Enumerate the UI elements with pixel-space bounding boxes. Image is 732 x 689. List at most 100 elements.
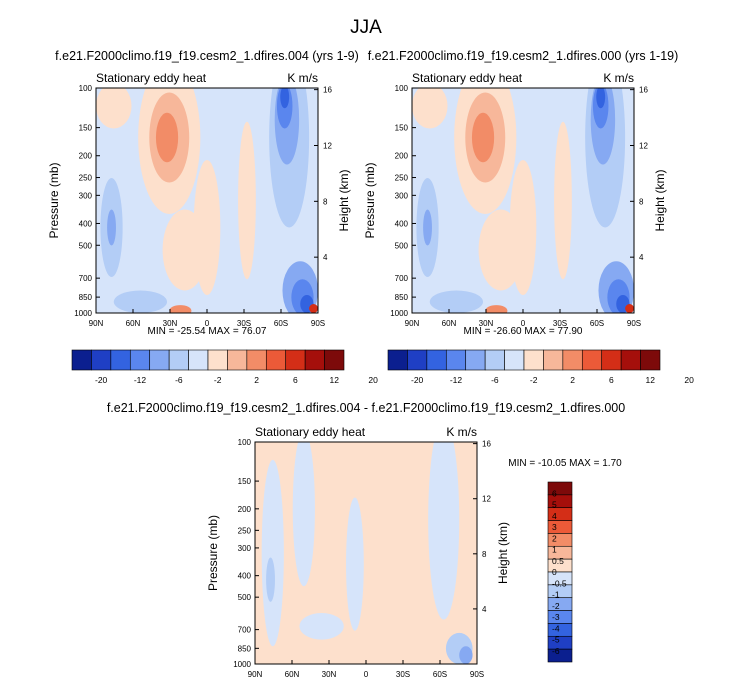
cold-region xyxy=(266,557,275,602)
colorbar-box xyxy=(601,349,622,371)
y2-tick-label: 8 xyxy=(639,197,644,206)
y-tick-label: 100 xyxy=(395,84,409,93)
cold-core xyxy=(280,88,290,109)
y-tick-label: 400 xyxy=(238,572,252,581)
x-tick-label: 90N xyxy=(89,319,104,328)
x-tick-label: 0 xyxy=(364,670,369,679)
x-tick-label: 90S xyxy=(470,670,484,679)
colorbar-label: -2 xyxy=(552,601,560,611)
colorbar-label: 1 xyxy=(552,545,557,555)
warm-region xyxy=(238,121,256,280)
y-tick-label: 400 xyxy=(79,219,93,228)
colorbar-box xyxy=(465,349,486,371)
colorbar-label: 3 xyxy=(552,522,557,532)
x-tick-label: 30S xyxy=(553,319,567,328)
cold-region xyxy=(292,442,315,587)
colorbar-label: -6 xyxy=(175,375,183,385)
cold-region xyxy=(346,497,364,631)
colorbar-box xyxy=(640,349,661,371)
colorbar-label: -5 xyxy=(552,635,560,645)
panel-title: f.e21.F2000climo.f19_f19.cesm2_1.dfires.… xyxy=(368,49,679,63)
colorbar-label: 12 xyxy=(330,375,340,385)
chart-panel-2: f.e21.F2000climo.f19_f19.cesm2_1.dfires.… xyxy=(363,49,694,385)
y-tick-label: 850 xyxy=(238,644,252,653)
x-tick-label: 60S xyxy=(274,319,288,328)
cold-region xyxy=(261,459,284,647)
y2-tick-label: 4 xyxy=(482,605,487,614)
colorbar-box xyxy=(407,349,428,371)
warm-region xyxy=(554,121,572,280)
colorbar-label: -12 xyxy=(134,375,147,385)
y2-axis-label: Height (km) xyxy=(337,169,351,231)
x-tick-label: 30S xyxy=(396,670,410,679)
colorbar-label: -3 xyxy=(552,612,560,622)
colorbar-box xyxy=(324,349,345,371)
x-tick-label: 30N xyxy=(322,670,337,679)
colorbar-box xyxy=(227,349,248,371)
y2-axis-label: Height (km) xyxy=(496,522,510,584)
colorbar-box xyxy=(581,349,603,371)
warm-region xyxy=(412,88,448,129)
y-tick-label: 250 xyxy=(395,174,409,183)
units-label: K m/s xyxy=(603,71,634,85)
y-axis-label: Pressure (mb) xyxy=(47,162,61,238)
y2-tick-label: 12 xyxy=(323,141,332,150)
colorbar-label: -2 xyxy=(214,375,222,385)
y-axis-label: Pressure (mb) xyxy=(363,162,377,238)
x-tick-label: 60S xyxy=(433,670,447,679)
y-tick-label: 300 xyxy=(238,544,252,553)
colorbar-label: 0.5 xyxy=(552,556,564,566)
variable-label: Stationary eddy heat xyxy=(412,71,523,85)
x-tick-label: 60N xyxy=(126,319,141,328)
colorbar-label: -6 xyxy=(552,646,560,656)
colorbar-label: 0 xyxy=(552,567,557,577)
colorbar-label: 6 xyxy=(293,375,298,385)
colorbar-box xyxy=(149,349,170,371)
colorbar-box xyxy=(620,349,641,371)
colorbar-box xyxy=(445,349,467,371)
y2-tick-label: 4 xyxy=(323,253,328,262)
colorbar-box xyxy=(71,349,92,371)
warm-region xyxy=(478,209,523,291)
warm-region xyxy=(162,209,207,291)
y-tick-label: 1000 xyxy=(390,309,408,318)
colorbar-box xyxy=(188,349,209,371)
chart-panel-1: f.e21.F2000climo.f19_f19.cesm2_1.dfires.… xyxy=(47,49,378,385)
panel-title: f.e21.F2000climo.f19_f19.cesm2_1.dfires.… xyxy=(107,401,625,415)
cold-core xyxy=(459,646,473,664)
y-tick-label: 500 xyxy=(79,241,93,250)
colorbar-label: 20 xyxy=(368,375,378,385)
x-tick-label: 0 xyxy=(205,319,210,328)
colorbar-box xyxy=(304,349,325,371)
min-max-stats: MIN = -25.54 MAX = 76.07 xyxy=(148,326,267,337)
colorbar-label: -6 xyxy=(491,375,499,385)
x-tick-label: 30S xyxy=(237,319,251,328)
colorbar-box xyxy=(246,349,267,371)
colorbar-box xyxy=(523,349,544,371)
colorbar-label: -0.5 xyxy=(552,578,567,588)
x-tick-label: 30N xyxy=(163,319,178,328)
colorbar-label: -4 xyxy=(552,623,560,633)
colorbar-box xyxy=(168,349,189,371)
colorbar-box xyxy=(285,349,306,371)
warm-core xyxy=(309,304,318,313)
y-tick-label: 300 xyxy=(79,191,93,200)
colorbar-label: -20 xyxy=(411,375,424,385)
warm-core xyxy=(485,305,508,313)
colorbar-label: 2 xyxy=(552,533,557,543)
x-tick-label: 30N xyxy=(479,319,494,328)
colorbar-label: -1 xyxy=(552,590,560,600)
cold-region xyxy=(428,442,460,620)
y-tick-label: 250 xyxy=(238,526,252,535)
x-tick-label: 90N xyxy=(405,319,420,328)
y-tick-label: 200 xyxy=(79,152,93,161)
y-tick-label: 150 xyxy=(238,477,252,486)
y-tick-label: 200 xyxy=(395,152,409,161)
warm-core xyxy=(625,304,634,313)
y2-tick-label: 8 xyxy=(482,550,487,559)
y2-tick-label: 16 xyxy=(323,86,332,95)
y-tick-label: 1000 xyxy=(74,309,92,318)
colorbar-box xyxy=(207,349,228,371)
units-label: K m/s xyxy=(287,71,318,85)
